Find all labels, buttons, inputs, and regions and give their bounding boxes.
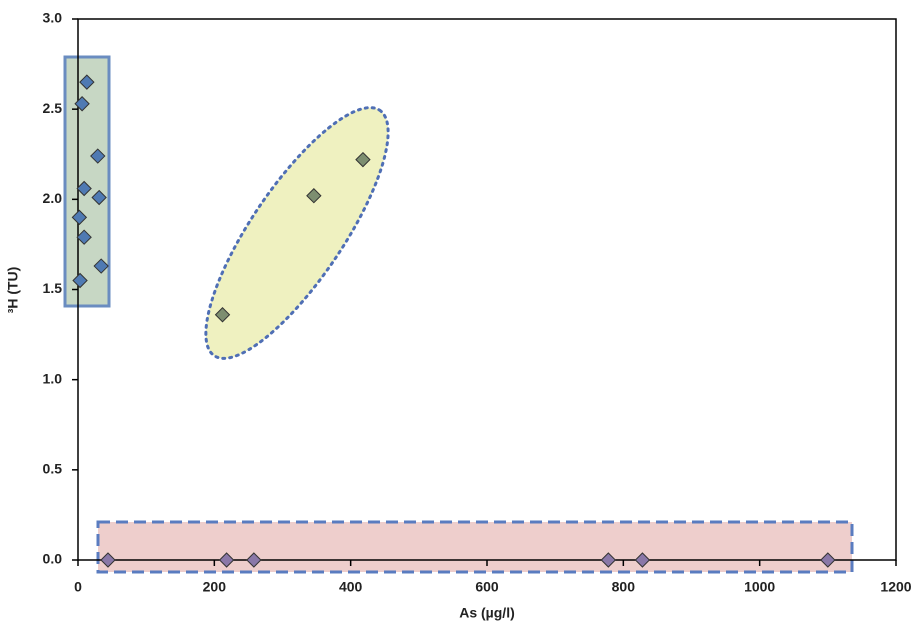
y-tick-label: 3.0: [43, 10, 63, 26]
plot-frame: [77, 18, 897, 561]
y-axis-label: ³H (TU): [5, 267, 21, 314]
point: [600, 552, 617, 568]
point: [71, 209, 88, 226]
point: [355, 151, 371, 168]
y-tick-label: 1.5: [43, 280, 63, 296]
point: [76, 180, 92, 197]
point: [76, 229, 92, 245]
point: [74, 96, 90, 112]
group-ellipse: [204, 106, 390, 360]
x-tick-label: 1000: [744, 579, 775, 595]
point: [72, 272, 88, 289]
point: [90, 148, 106, 164]
y-tick-label: 2.5: [43, 100, 63, 116]
group-box: [96, 520, 854, 574]
x-tick-label: 200: [203, 579, 227, 595]
x-tick-label: 0: [74, 579, 82, 595]
x-tick-label: 400: [339, 579, 363, 595]
point: [214, 307, 231, 323]
point: [93, 258, 109, 274]
point: [91, 189, 107, 206]
point: [218, 552, 235, 568]
y-tick-label: 0.0: [43, 551, 63, 567]
y-tick-label: 0.5: [43, 461, 63, 477]
group-box: [63, 55, 111, 308]
x-axis-label: As (µg/l): [459, 605, 515, 621]
y-tick-label: 2.0: [43, 190, 63, 206]
point: [820, 552, 836, 568]
point: [634, 552, 651, 568]
point: [79, 74, 95, 90]
point: [100, 552, 116, 568]
x-tick-label: 800: [612, 579, 636, 595]
point: [246, 552, 262, 568]
point: [306, 188, 322, 204]
x-tick-label: 1200: [880, 579, 911, 595]
y-tick-label: 1.0: [43, 370, 63, 386]
x-tick-label: 600: [475, 579, 499, 595]
